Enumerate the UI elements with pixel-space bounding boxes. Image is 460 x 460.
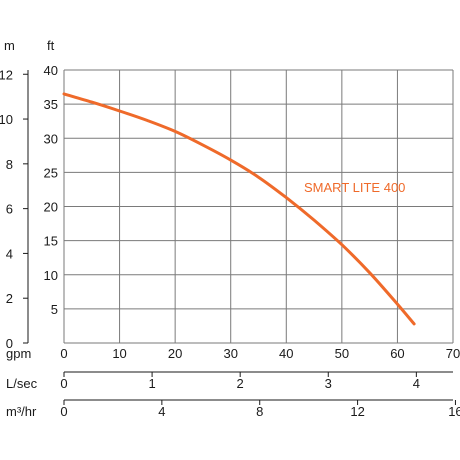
gpm-axis-tick-label: 10 — [112, 346, 126, 361]
gpm-axis-tick-label: 40 — [279, 346, 293, 361]
m-axis-tick-label: 4 — [6, 246, 13, 261]
grid — [63, 69, 454, 344]
ft-axis-tick-label: 10 — [44, 268, 58, 283]
gpm-axis-tick-label: 70 — [446, 346, 460, 361]
m-axis-tick-label: 8 — [6, 157, 13, 172]
m3hr-unit-label: m³/hr — [6, 404, 37, 419]
m3hr-axis-tick-label: 12 — [350, 404, 364, 419]
m3hr-axis-tick-label: 4 — [158, 404, 165, 419]
ft-axis-tick-label: 35 — [44, 97, 58, 112]
lsec-axis-tick-label: 3 — [325, 376, 332, 391]
ft-axis-tick-label: 15 — [44, 234, 58, 249]
m-axis-tick-label: 6 — [6, 202, 13, 217]
ft-axis-tick-label: 25 — [44, 165, 58, 180]
m-axis-tick-label: 0 — [6, 336, 13, 351]
gpm-unit-label: gpm — [6, 346, 31, 361]
lsec-axis-tick-label: 2 — [237, 376, 244, 391]
gpm-axis-tick-label: 0 — [60, 346, 67, 361]
series-line-smart-lite-400 — [62, 92, 416, 326]
lsec-axis-tick-label: 0 — [60, 376, 67, 391]
m3hr-axis-tick-label: 0 — [60, 404, 67, 419]
curves — [62, 92, 416, 326]
gpm-axis-tick-label: 20 — [168, 346, 182, 361]
ft-axis-tick-label: 30 — [44, 131, 58, 146]
lsec-axis-tick-label: 4 — [413, 376, 420, 391]
gpm-axis-tick-label: 60 — [390, 346, 404, 361]
ft-unit-label: ft — [47, 38, 55, 53]
m-axis-tick-label: 2 — [6, 291, 13, 306]
axes — [23, 70, 456, 405]
lsec-axis-tick-label: 1 — [148, 376, 155, 391]
m-unit-label: m — [4, 38, 15, 53]
m-axis-tick-label: 12 — [0, 67, 13, 82]
m3hr-axis-tick-label: 8 — [256, 404, 263, 419]
m3hr-axis-tick-label: 16 — [448, 404, 460, 419]
ft-axis-tick-label: 5 — [51, 302, 58, 317]
gpm-axis-tick-label: 50 — [335, 346, 349, 361]
ft-axis-tick-label: 20 — [44, 200, 58, 215]
gpm-axis-tick-label: 30 — [223, 346, 237, 361]
series-label-smart-lite-400: SMART LITE 400 — [304, 180, 405, 195]
lsec-unit-label: L/sec — [6, 376, 38, 391]
m-axis-tick-label: 10 — [0, 112, 13, 127]
ft-axis-tick-label: 40 — [44, 63, 58, 78]
